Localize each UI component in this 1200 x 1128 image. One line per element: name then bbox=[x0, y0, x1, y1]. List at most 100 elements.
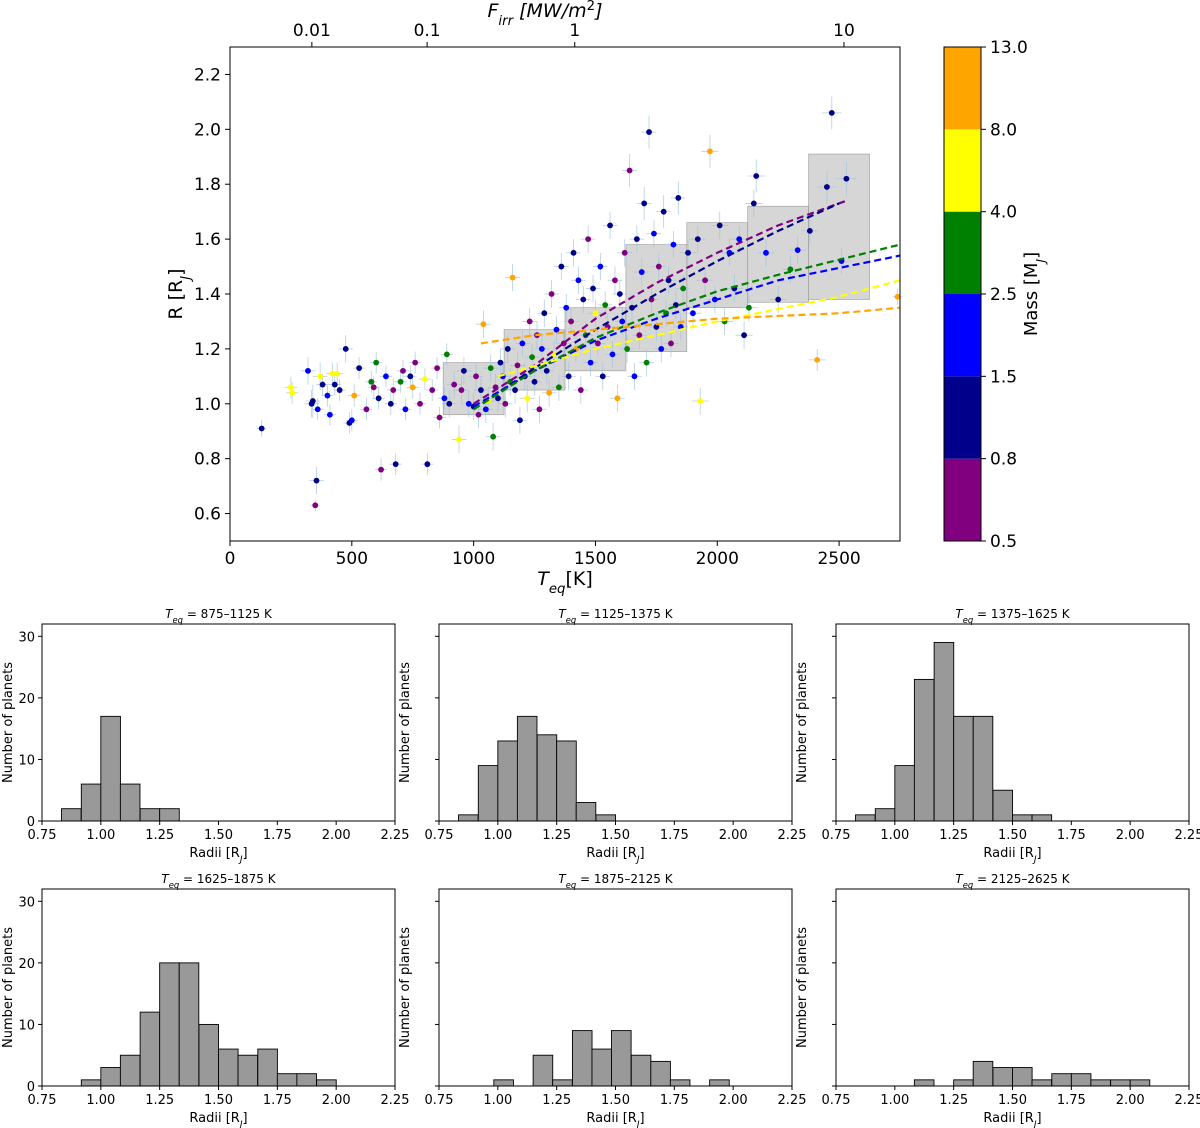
colorbar-segment bbox=[944, 211, 981, 294]
histogram-x-tick-label: 0.75 bbox=[822, 1093, 851, 1108]
histogram-x-label-part: ] bbox=[640, 846, 645, 861]
planet-point bbox=[458, 387, 465, 393]
y-axis-label-part: R [R bbox=[165, 280, 187, 320]
histogram-x-label: Radii [RJ] bbox=[189, 846, 247, 865]
histogram-bar bbox=[80, 783, 102, 822]
histogram-x-label: Radii [RJ] bbox=[189, 1111, 247, 1128]
histogram-x-tick-label: 2.00 bbox=[1116, 828, 1145, 843]
planet-point bbox=[660, 208, 667, 215]
x-tick-label: 0 bbox=[225, 549, 236, 569]
planet-point bbox=[546, 389, 553, 396]
histogram-x-tick-label: 1.75 bbox=[263, 1093, 292, 1108]
planet-point bbox=[828, 109, 835, 116]
top-axis-label-part: F bbox=[487, 0, 499, 22]
histogram-y-tick-label: 10 bbox=[18, 753, 35, 768]
planet-point bbox=[616, 291, 623, 297]
planet-point bbox=[594, 340, 601, 347]
histogram-x-label-part: J bbox=[1032, 855, 1037, 865]
histogram-x-tick-label: 1.50 bbox=[998, 828, 1027, 843]
planet-point bbox=[400, 367, 406, 374]
histogram-y-tick-label: 20 bbox=[18, 957, 35, 972]
planet-point bbox=[412, 359, 419, 366]
histogram-x-tick-label: 1.00 bbox=[483, 1093, 512, 1108]
histogram-bar bbox=[198, 1023, 220, 1087]
histogram-x-tick-label: 1.25 bbox=[542, 1093, 571, 1108]
x-axis-label-part: T bbox=[537, 568, 550, 590]
histogram-title-part: eq bbox=[963, 880, 973, 890]
histogram-y-tick-label: 0 bbox=[27, 1080, 35, 1095]
planet-point bbox=[446, 400, 453, 407]
planet-point bbox=[563, 304, 570, 311]
planet-point bbox=[342, 345, 349, 352]
histogram-bar bbox=[552, 1079, 573, 1087]
histogram-bar bbox=[972, 1060, 994, 1087]
planet-point bbox=[351, 392, 358, 399]
planet-point bbox=[305, 367, 311, 374]
top-axis-label-part: 2 bbox=[587, 0, 595, 14]
histogram-bar bbox=[630, 1054, 652, 1087]
planet-point bbox=[675, 195, 682, 201]
colorbar-tick-label: 13.0 bbox=[990, 38, 1028, 58]
main-scatter-plot: 0 500 1000 1500 2000 2500 0.6 0.8 1.0 1.2 1.4 1.6 1.… bbox=[165, 0, 903, 597]
planet-point bbox=[658, 345, 665, 352]
histogram-bar bbox=[709, 1079, 730, 1087]
histogram-x-tick-label: 1.50 bbox=[601, 1093, 630, 1108]
histogram-bar bbox=[855, 814, 876, 822]
histogram-title-part: eq bbox=[173, 615, 183, 625]
histogram-x-tick-label: 0.75 bbox=[425, 1093, 454, 1108]
histogram-x-label-part: J bbox=[635, 1120, 640, 1128]
planet-point bbox=[590, 285, 596, 292]
histogram-bar bbox=[556, 740, 577, 822]
planet-point bbox=[473, 373, 479, 380]
planet-point bbox=[685, 249, 691, 256]
planet-point bbox=[570, 249, 577, 256]
histogram-bar bbox=[611, 1030, 632, 1087]
histogram-y-label: Number of planets bbox=[1, 662, 16, 783]
histogram-x-label-part: Radii [R bbox=[189, 846, 239, 861]
planet-point bbox=[517, 417, 523, 424]
y-tick-label: 1.6 bbox=[194, 230, 221, 250]
histogram-panel: 0.75 1.00 1.25 1.50 1.75 2.00 2.25 Teq = 1875–2… bbox=[398, 872, 806, 1128]
histogram-title: Teq = 1375–1625 K bbox=[955, 607, 1070, 625]
planet-point bbox=[375, 395, 382, 402]
histogram-title-part: T bbox=[955, 872, 964, 886]
histogram-x-label: Radii [RJ] bbox=[586, 1111, 644, 1128]
planet-point bbox=[697, 398, 704, 404]
planet-point bbox=[465, 400, 472, 407]
planet-point bbox=[609, 351, 616, 358]
histogram-bar bbox=[571, 1030, 593, 1087]
histogram-panel: 0.75 1.00 1.25 1.50 1.75 2.00 2.25 0 10 20 30 Teq =… bbox=[1, 872, 409, 1128]
planet-point bbox=[288, 384, 294, 391]
histogram-bar bbox=[458, 814, 479, 822]
planet-point bbox=[716, 222, 723, 229]
planet-point bbox=[548, 291, 555, 297]
planet-point bbox=[368, 378, 375, 385]
planet-point bbox=[329, 370, 336, 377]
planet-point bbox=[680, 285, 687, 292]
planet-point bbox=[482, 406, 489, 413]
planet-point bbox=[638, 269, 645, 275]
planet-point bbox=[356, 365, 363, 371]
top-axis-label: Firr [MW/m2] bbox=[487, 0, 602, 29]
planet-point bbox=[348, 417, 355, 424]
histogram-bar bbox=[933, 642, 955, 822]
histogram-y-label: Number of planets bbox=[795, 662, 810, 783]
histogram-title-part: eq bbox=[963, 615, 973, 625]
planet-point bbox=[580, 296, 587, 303]
planet-point bbox=[497, 359, 504, 366]
histogram-x-tick-label: 1.50 bbox=[204, 828, 233, 843]
planet-point bbox=[519, 340, 526, 347]
histogram-y-tick-label: 20 bbox=[18, 692, 35, 707]
planet-point bbox=[536, 406, 543, 413]
colorbar-tick-label: 1.5 bbox=[990, 367, 1017, 387]
histogram-bar bbox=[874, 808, 896, 822]
planet-point bbox=[538, 345, 545, 352]
planet-point bbox=[556, 384, 562, 391]
histogram-x-label-part: J bbox=[635, 855, 640, 865]
planet-point bbox=[690, 310, 696, 317]
histogram-x-label-part: J bbox=[1032, 1120, 1037, 1128]
histogram-x-tick-label: 1.75 bbox=[660, 1093, 689, 1108]
histogram-bar bbox=[159, 808, 180, 822]
histogram-bar bbox=[80, 1079, 102, 1087]
